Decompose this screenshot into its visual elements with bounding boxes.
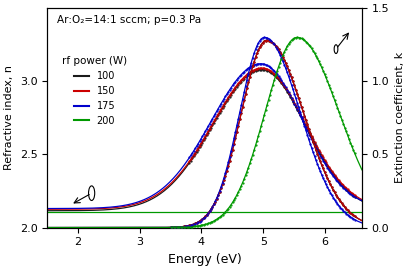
- Legend: 100, 150, 175, 200: 100, 150, 175, 200: [58, 53, 131, 130]
- Y-axis label: Refractive index, n: Refractive index, n: [4, 65, 14, 170]
- Text: Ar:O₂=14:1 sccm; p=0.3 Pa: Ar:O₂=14:1 sccm; p=0.3 Pa: [56, 15, 201, 25]
- X-axis label: Energy (eV): Energy (eV): [168, 253, 241, 266]
- Y-axis label: Extinction coefficient, k: Extinction coefficient, k: [395, 52, 405, 184]
